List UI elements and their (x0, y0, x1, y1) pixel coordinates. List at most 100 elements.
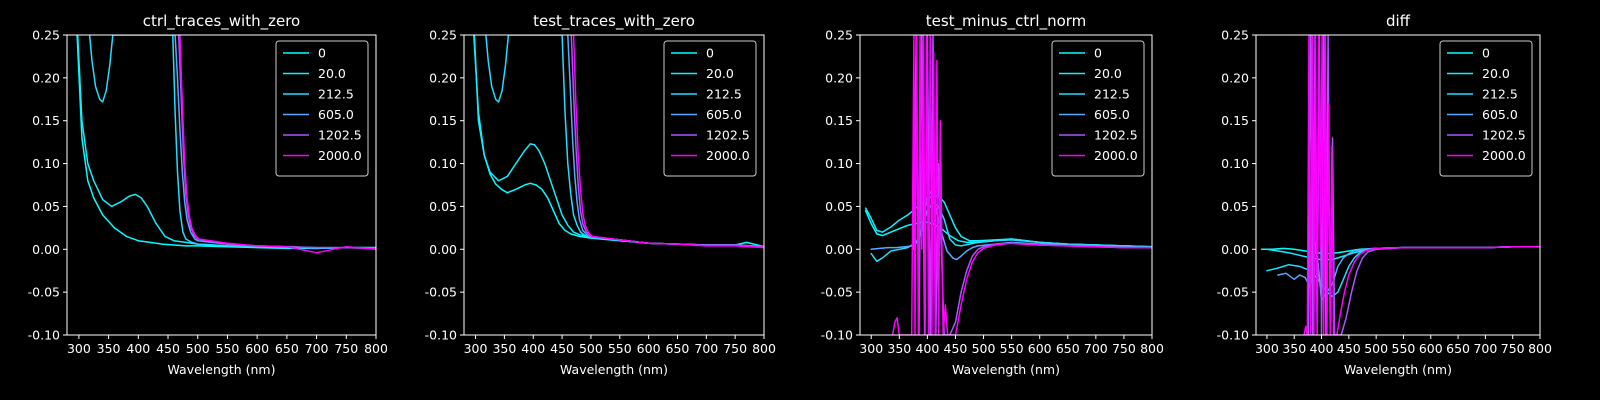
y-tick-label: 0.05 (429, 199, 457, 214)
series-group (76, 35, 376, 254)
legend-label: 20.0 (318, 66, 346, 81)
legend-label: 2000.0 (1094, 148, 1138, 163)
y-tick-label: 0.05 (1221, 199, 1249, 214)
legend-label: 1202.5 (1482, 128, 1526, 143)
legend-label: 605.0 (1094, 107, 1130, 122)
x-tick-label: 300 (859, 341, 883, 356)
x-tick-label: 350 (492, 341, 516, 356)
x-tick-label: 350 (1282, 341, 1306, 356)
x-tick-label: 600 (1028, 341, 1052, 356)
series-line-605.0 (870, 188, 1152, 261)
x-tick-label: 450 (156, 341, 180, 356)
chart-panel: ctrl_traces_with_zero 300 350 400 450 500 550 6… (28, 12, 388, 377)
y-tick-label: 0.15 (429, 113, 457, 128)
x-tick-label: 600 (245, 341, 269, 356)
legend-label: 2000.0 (318, 148, 362, 163)
legend-label: 212.5 (1482, 87, 1518, 102)
x-tick-label: 800 (1140, 341, 1164, 356)
series-line-2000.0 (572, 35, 764, 249)
x-tick-label: 550 (216, 341, 240, 356)
y-tick-label: 0.10 (429, 156, 457, 171)
x-tick-label: 400 (915, 341, 939, 356)
x-tick-label: 600 (1419, 341, 1443, 356)
x-tick-label: 700 (1473, 341, 1497, 356)
legend-box (275, 40, 369, 177)
x-tick-label: 750 (723, 341, 747, 356)
y-tick-label: 0.10 (825, 156, 853, 171)
x-tick-label: 800 (752, 341, 776, 356)
series-group (864, 35, 1152, 335)
x-tick-label: 550 (1000, 341, 1024, 356)
x-tick-label: 500 (1364, 341, 1388, 356)
y-tick-label: -0.05 (425, 285, 457, 300)
x-axis-label: Wavelength (nm) (560, 362, 668, 377)
legend: 0 20.0 212.5 605.0 1202.5 2000.0 (275, 40, 369, 177)
legend-label: 20.0 (706, 66, 734, 81)
x-tick-label: 400 (126, 341, 150, 356)
x-axis-label: Wavelength (nm) (168, 362, 276, 377)
y-tick-label: 0.10 (32, 156, 60, 171)
legend-label: 605.0 (1482, 107, 1518, 122)
x-axis-label: Wavelength (nm) (952, 362, 1060, 377)
chart-panel: diff 300 350 400 450 500 550 600 650 700 750 800 -0.… (1217, 12, 1552, 377)
y-tick-label: -0.05 (1217, 285, 1249, 300)
y-tick-label: 0.05 (825, 199, 853, 214)
series-line-2000.0 (891, 35, 1152, 335)
x-tick-label: 550 (608, 341, 632, 356)
y-tick-label: -0.05 (28, 285, 60, 300)
legend-box (1439, 40, 1533, 177)
legend-label: 212.5 (318, 87, 354, 102)
y-tick-label: 0.05 (32, 199, 60, 214)
x-tick-label: 400 (1310, 341, 1334, 356)
y-tick-label: 0.25 (1221, 28, 1249, 43)
legend-label: 0 (318, 46, 326, 61)
x-tick-label: 650 (666, 341, 690, 356)
series-line-2000.0 (179, 35, 376, 254)
legend-label: 0 (1094, 46, 1102, 61)
y-tick-label: 0.00 (1221, 242, 1249, 257)
x-axis-label: Wavelength (nm) (1344, 362, 1452, 377)
x-tick-label: 650 (275, 341, 299, 356)
legend-label: 1202.5 (706, 128, 750, 143)
plot-frame (859, 34, 1153, 336)
x-tick-label: 800 (364, 341, 388, 356)
legend-box (1051, 40, 1145, 177)
chart-title: test_traces_with_zero (533, 12, 695, 31)
legend-label: 2000.0 (706, 148, 750, 163)
plot-frame (66, 34, 377, 336)
legend-label: 0 (1482, 46, 1490, 61)
series-group (1260, 35, 1540, 335)
chart-panel: test_minus_ctrl_norm 300 350 400 450 500 550 60… (821, 12, 1164, 377)
legend-label: 2000.0 (1482, 148, 1526, 163)
y-tick-label: 0.15 (1221, 113, 1249, 128)
chart-panel: test_traces_with_zero 300 350 400 450 500 550 6… (425, 12, 776, 377)
x-tick-label: 700 (694, 341, 718, 356)
chart-title: diff (1386, 12, 1411, 30)
x-tick-label: 700 (305, 341, 329, 356)
x-tick-label: 450 (944, 341, 968, 356)
legend-label: 0 (706, 46, 714, 61)
y-tick-label: 0.10 (1221, 156, 1249, 171)
x-tick-label: 300 (67, 341, 91, 356)
x-tick-label: 450 (1337, 341, 1361, 356)
y-tick-label: 0.20 (32, 70, 60, 85)
legend-label: 1202.5 (318, 128, 362, 143)
y-tick-label: 0.15 (825, 113, 853, 128)
x-tick-label: 650 (1056, 341, 1080, 356)
legend-label: 1202.5 (1094, 128, 1138, 143)
chart-title: ctrl_traces_with_zero (143, 12, 300, 31)
plot-frame (463, 34, 765, 336)
x-tick-label: 600 (637, 341, 661, 356)
y-tick-label: -0.05 (821, 285, 853, 300)
legend-label: 605.0 (706, 107, 742, 122)
x-tick-label: 800 (1528, 341, 1552, 356)
y-tick-label: -0.10 (28, 328, 60, 343)
legend-label: 20.0 (1094, 66, 1122, 81)
y-tick-label: 0.20 (825, 70, 853, 85)
x-tick-label: 500 (186, 341, 210, 356)
x-tick-label: 300 (464, 341, 488, 356)
x-tick-label: 350 (887, 341, 911, 356)
legend-label: 20.0 (1482, 66, 1510, 81)
legend-label: 212.5 (1094, 87, 1130, 102)
